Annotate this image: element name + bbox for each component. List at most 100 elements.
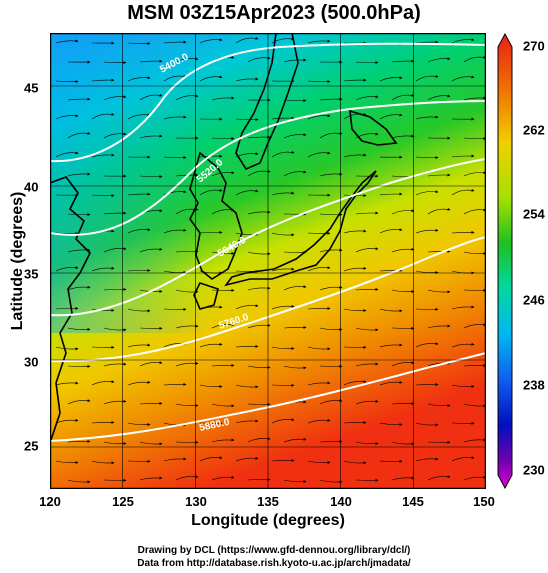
streamline-arrow <box>355 362 379 367</box>
streamline-arrow <box>163 156 187 160</box>
x-tick-label: 130 <box>185 494 207 509</box>
streamline-arrow <box>163 270 187 275</box>
streamline-arrow <box>307 306 331 310</box>
colorbar-tick-label: 246 <box>523 292 545 308</box>
streamline-arrow <box>427 94 451 101</box>
streamline-arrow <box>271 232 295 237</box>
streamline-arrow <box>379 228 403 234</box>
streamline-arrow <box>211 438 235 443</box>
streamline-arrow <box>451 456 475 462</box>
streamline-arrow <box>415 115 439 120</box>
streamline-arrow <box>415 270 439 275</box>
streamline-arrow <box>307 381 331 386</box>
streamline-arrow <box>235 456 259 462</box>
x-tick-label: 125 <box>112 494 134 509</box>
streamline-arrow <box>379 343 403 348</box>
streamline-arrow <box>427 207 451 215</box>
streamline-arrow <box>415 228 439 234</box>
streamline-arrow <box>67 327 91 332</box>
y-tick-label: 30 <box>24 354 39 370</box>
streamline-arrow <box>355 327 379 332</box>
streamline-arrow <box>451 384 475 389</box>
streamline-arrow <box>103 362 127 367</box>
streamline-arrow <box>307 80 331 84</box>
streamline-arrow <box>343 78 367 82</box>
x-tick-label: 140 <box>330 494 352 509</box>
streamline-arrow <box>127 228 151 234</box>
streamline-arrow <box>355 95 379 101</box>
streamline-arrow <box>319 97 343 101</box>
streamline-arrow <box>391 476 415 481</box>
x-axis-label: Longitude (degrees) <box>191 512 345 529</box>
streamline-arrow <box>463 171 486 177</box>
streamline-arrow <box>391 289 415 294</box>
streamline-arrow <box>415 74 439 82</box>
colorbar-tick-label: 238 <box>523 377 545 393</box>
streamline-arrow <box>235 77 259 82</box>
streamline-arrow <box>127 422 151 427</box>
streamline-arrow <box>163 74 187 82</box>
streamline-arrow <box>451 75 475 82</box>
streamline-arrow <box>355 61 379 65</box>
streamline-arrow <box>139 134 163 139</box>
streamline-arrow <box>451 38 475 44</box>
streamline-arrow <box>391 134 415 139</box>
streamline-arrow <box>175 361 199 367</box>
streamline-arrow <box>463 55 486 63</box>
y-tick-label: 25 <box>24 438 39 454</box>
streamline-arrow <box>163 40 187 44</box>
streamline-arrow <box>319 399 343 405</box>
streamline-arrow <box>91 153 115 158</box>
streamline-arrow <box>211 363 235 367</box>
streamline-arrow <box>379 113 403 120</box>
streamline-arrow <box>319 213 343 217</box>
streamline-arrow <box>139 361 163 367</box>
streamline-arrow <box>103 132 127 139</box>
streamline-arrow <box>199 384 223 389</box>
streamline-arrow <box>103 441 127 446</box>
streamline-arrow <box>163 115 187 120</box>
streamline-arrow <box>355 287 379 291</box>
streamline-arrow <box>271 150 295 158</box>
streamline-arrow <box>343 460 367 465</box>
streamline-arrow <box>283 170 307 177</box>
streamline-arrow <box>379 308 403 313</box>
streamline-arrow <box>175 94 199 101</box>
streamline-arrow <box>307 266 331 272</box>
streamline-arrow <box>451 188 475 196</box>
streamline-arrow <box>271 304 295 310</box>
streamline-arrow <box>271 267 295 272</box>
streamline-arrow <box>175 207 199 215</box>
streamline-arrow <box>355 399 379 405</box>
streamline-arrow <box>283 133 307 139</box>
streamline-arrow <box>127 268 151 272</box>
streamline-arrow <box>55 460 79 465</box>
streamline-arrow <box>271 346 295 351</box>
streamline-arrow <box>103 211 127 215</box>
colorbar <box>497 32 513 490</box>
streamline-arrow <box>67 399 91 405</box>
streamline-arrow <box>199 456 223 462</box>
streamline-arrow <box>175 403 199 408</box>
streamline-arrow <box>427 57 451 63</box>
streamline-arrow <box>91 420 115 424</box>
credit-line: Drawing by DCL (https://www.gfd-dennou.o… <box>137 545 411 556</box>
streamline-arrow <box>91 460 115 465</box>
streamline-arrow <box>139 59 163 63</box>
streamline-arrow <box>127 380 151 386</box>
x-tick-label: 120 <box>39 494 61 509</box>
streamline-arrow <box>55 80 79 84</box>
streamline-arrow <box>271 459 295 462</box>
streamline-arrow <box>415 457 439 462</box>
streamline-arrow <box>283 58 307 63</box>
streamline-arrow <box>55 151 79 158</box>
streamline-arrow <box>343 380 367 386</box>
streamline-arrow <box>67 479 91 484</box>
streamline-arrow <box>103 61 127 65</box>
colorbar-tick-label: 230 <box>523 462 545 478</box>
streamline-arrow <box>355 247 379 253</box>
streamline-arrow <box>103 95 127 101</box>
streamline-arrow <box>199 342 223 348</box>
streamline-arrow <box>55 266 79 272</box>
map-plot-area[interactable]: 5400.0 5520.0 5640.0 5760.0 5880.0 <box>50 33 486 489</box>
